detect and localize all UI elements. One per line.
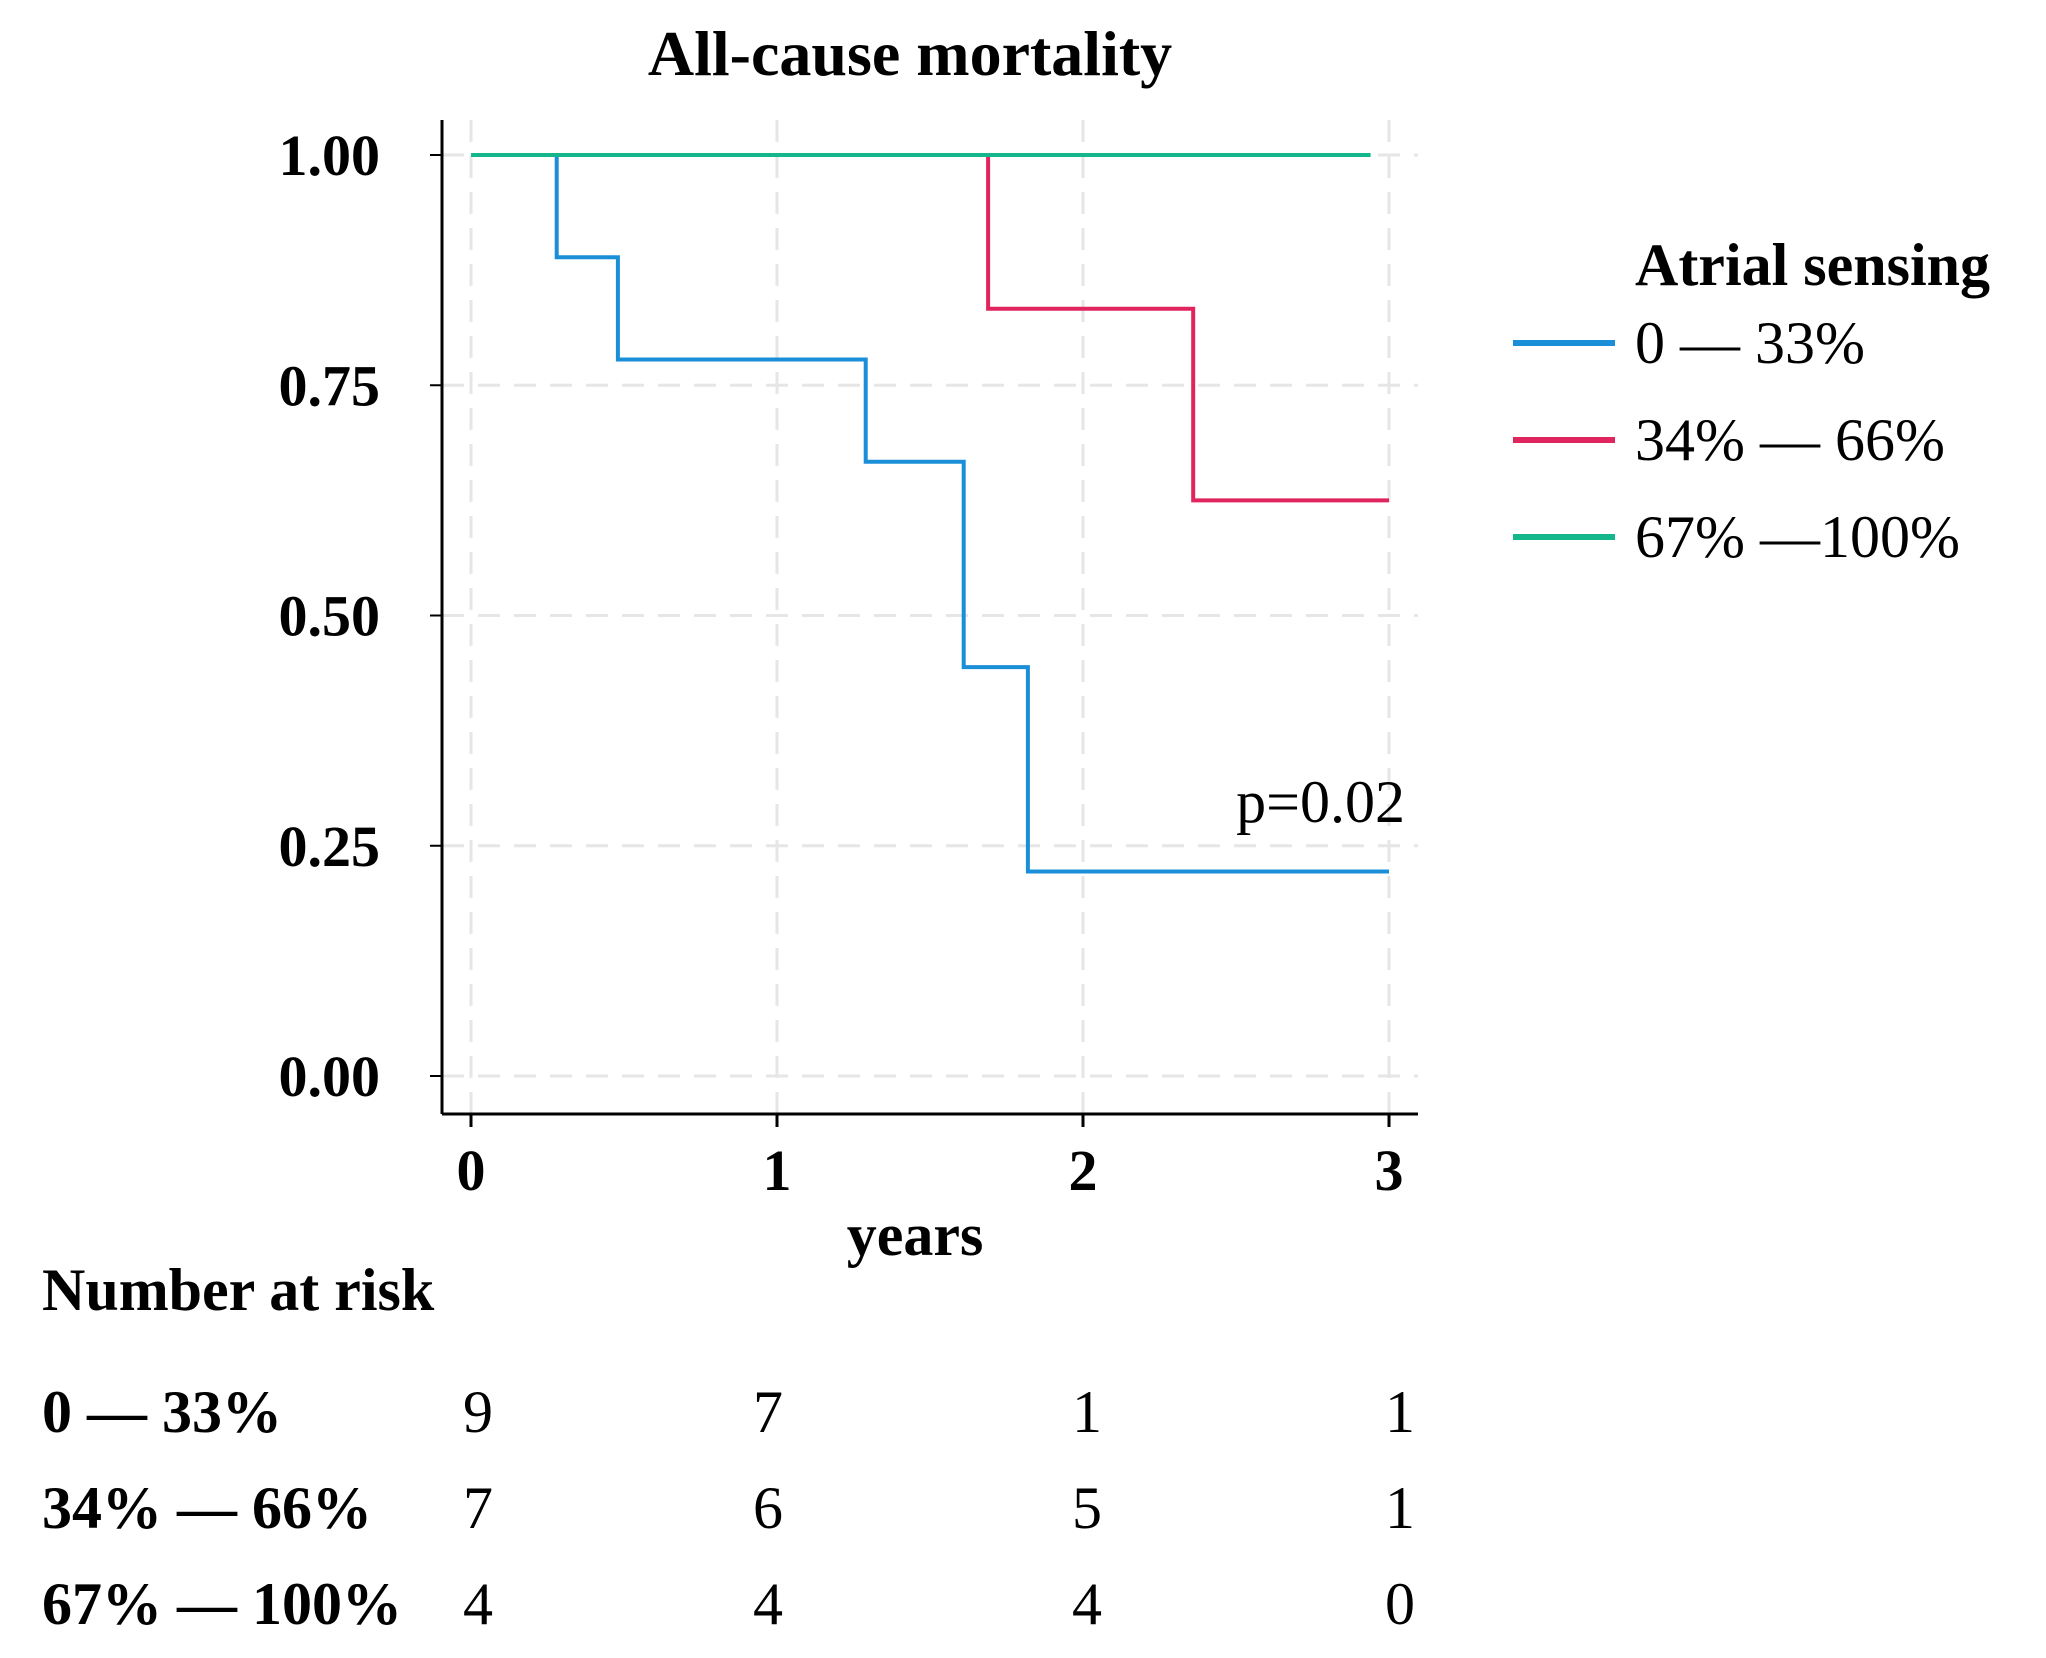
risk-table-title: Number at risk bbox=[42, 1257, 435, 1323]
y-tick-label: 0.00 bbox=[279, 1044, 381, 1109]
risk-value: 4 bbox=[463, 1571, 493, 1637]
legend-title: Atrial sensing bbox=[1635, 232, 1990, 298]
risk-table: Number at risk 0 — 33% 9 7 1 1 34% — 66% 7 6 5 1 6… bbox=[42, 1257, 1415, 1637]
risk-value: 7 bbox=[463, 1475, 493, 1541]
y-tick-label: 0.50 bbox=[279, 584, 381, 649]
risk-value: 1 bbox=[1385, 1475, 1415, 1541]
legend-label-3: 67% —100% bbox=[1635, 504, 1960, 570]
y-tick-label: 0.25 bbox=[279, 814, 381, 879]
series-group bbox=[471, 153, 1389, 874]
risk-row-label-3: 67% — 100% bbox=[42, 1571, 402, 1637]
risk-value: 9 bbox=[463, 1379, 493, 1445]
y-tick-label: 1.00 bbox=[279, 123, 381, 188]
x-tick-label: 1 bbox=[763, 1138, 792, 1203]
legend: Atrial sensing 0 — 33% 34% — 66% 67% —100% bbox=[1513, 232, 1990, 570]
x-axis-label: years bbox=[847, 1202, 984, 1268]
chart-title: All-cause mortality bbox=[648, 18, 1172, 89]
series-line-1 bbox=[471, 153, 1389, 874]
y-tick-label: 0.75 bbox=[279, 353, 381, 418]
x-ticks: 0 1 2 3 bbox=[457, 1114, 1404, 1203]
risk-value: 1 bbox=[1072, 1379, 1102, 1445]
risk-value: 4 bbox=[1072, 1571, 1102, 1637]
x-tick-label: 3 bbox=[1375, 1138, 1404, 1203]
p-value-annotation: p=0.02 bbox=[1236, 769, 1405, 835]
risk-value: 4 bbox=[753, 1571, 783, 1637]
risk-value: 7 bbox=[753, 1379, 783, 1445]
x-tick-label: 2 bbox=[1069, 1138, 1098, 1203]
risk-row-label-1: 0 — 33% bbox=[42, 1379, 282, 1445]
legend-label-1: 0 — 33% bbox=[1635, 310, 1865, 376]
series-line-2 bbox=[471, 153, 1389, 503]
y-ticks: 0.00 0.25 0.50 0.75 1.00 bbox=[279, 123, 442, 1109]
risk-value: 1 bbox=[1385, 1379, 1415, 1445]
risk-value: 5 bbox=[1072, 1475, 1102, 1541]
axes bbox=[440, 120, 1418, 1116]
risk-value: 6 bbox=[753, 1475, 783, 1541]
legend-label-2: 34% — 66% bbox=[1635, 407, 1945, 473]
grid bbox=[442, 120, 1418, 1114]
x-tick-label: 0 bbox=[457, 1138, 486, 1203]
risk-value: 0 bbox=[1385, 1571, 1415, 1637]
risk-row-label-2: 34% — 66% bbox=[42, 1475, 372, 1541]
